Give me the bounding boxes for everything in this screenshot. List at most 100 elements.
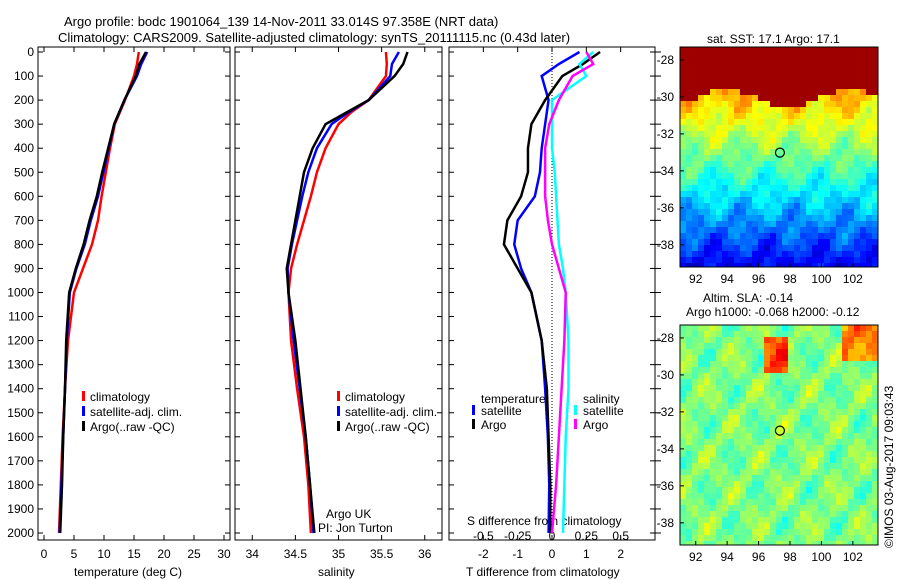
map-cell	[740, 457, 746, 463]
map-cell	[866, 403, 872, 409]
map-cell	[752, 343, 758, 349]
map-cell	[686, 469, 692, 475]
map-cell	[692, 487, 698, 493]
legend-swatch	[472, 419, 475, 429]
map-cell	[782, 523, 788, 529]
map-cell	[692, 167, 698, 173]
map-cell	[800, 185, 806, 191]
map-cell	[698, 65, 704, 71]
map-cell	[830, 47, 836, 53]
map-cell	[686, 529, 692, 535]
map-cell	[848, 517, 854, 523]
map-cell	[710, 337, 716, 343]
map-cell	[788, 481, 794, 487]
map-cell	[698, 209, 704, 215]
map-cell	[734, 185, 740, 191]
map-cell	[848, 161, 854, 167]
map-cell	[824, 185, 830, 191]
map-cell	[830, 535, 836, 541]
map-cell	[764, 257, 770, 263]
map-cell	[782, 421, 788, 427]
map-cell	[746, 415, 752, 421]
map-cell	[842, 421, 848, 427]
map-cell	[794, 481, 800, 487]
map-cell	[776, 125, 782, 131]
map-cell	[854, 475, 860, 481]
map-cell	[776, 149, 782, 155]
map-cell	[788, 215, 794, 221]
map-cell	[722, 529, 728, 535]
map-cell	[710, 161, 716, 167]
map-cell	[704, 409, 710, 415]
map-cell	[728, 433, 734, 439]
map-cell	[680, 227, 686, 233]
map-cell	[842, 451, 848, 457]
map-cell	[860, 511, 866, 517]
map-cell	[866, 529, 872, 535]
map-cell	[860, 59, 866, 65]
map-cell	[776, 173, 782, 179]
map-cell	[800, 119, 806, 125]
map-cell	[746, 251, 752, 257]
map-cell	[704, 155, 710, 161]
map-cell	[794, 541, 800, 545]
map-cell	[710, 379, 716, 385]
map-cell	[872, 155, 878, 161]
map-cell	[776, 53, 782, 59]
map-cell	[818, 251, 824, 257]
map-cell	[716, 173, 722, 179]
map-cell	[800, 137, 806, 143]
map-cell	[866, 107, 872, 113]
map-cell	[866, 505, 872, 511]
map-cell	[854, 233, 860, 239]
map-cell	[716, 427, 722, 433]
map-cell	[866, 517, 872, 523]
map-cell	[842, 493, 848, 499]
map-cell	[860, 355, 866, 361]
map-cell	[836, 251, 842, 257]
map-cell	[794, 173, 800, 179]
map-cell	[836, 71, 842, 77]
map-cell	[698, 403, 704, 409]
panel-frame-temperature	[37, 46, 231, 541]
map-cell	[872, 493, 878, 499]
map-cell	[758, 463, 764, 469]
map-cell	[722, 349, 728, 355]
map-cell	[692, 137, 698, 143]
map-cell	[806, 77, 812, 83]
map-cell	[752, 173, 758, 179]
map-cell	[782, 403, 788, 409]
map-cell	[764, 71, 770, 77]
map-cell	[812, 137, 818, 143]
map-cell	[824, 149, 830, 155]
map-cell	[812, 415, 818, 421]
map-cell	[698, 373, 704, 379]
map-cell	[746, 65, 752, 71]
map-cell	[788, 137, 794, 143]
map-cell	[734, 529, 740, 535]
map-cell	[770, 337, 776, 343]
map-cell	[770, 403, 776, 409]
map-cell	[758, 53, 764, 59]
map-cell	[872, 451, 878, 457]
map-cell	[806, 535, 812, 541]
map-cell	[734, 263, 740, 267]
map-cell	[722, 325, 728, 331]
map-cell	[782, 131, 788, 137]
map-cell	[866, 197, 872, 203]
map-cell	[830, 221, 836, 227]
map-cell	[854, 113, 860, 119]
map-cell	[764, 125, 770, 131]
map-cell	[692, 343, 698, 349]
map-cell	[782, 541, 788, 545]
map-cell	[824, 143, 830, 149]
map-cell	[692, 427, 698, 433]
map-cell	[752, 535, 758, 541]
map-cell	[788, 197, 794, 203]
map-cell	[848, 239, 854, 245]
map-cell	[680, 239, 686, 245]
map-cell	[692, 155, 698, 161]
map-cell	[686, 535, 692, 541]
map-cell	[836, 367, 842, 373]
map-cell	[806, 89, 812, 95]
